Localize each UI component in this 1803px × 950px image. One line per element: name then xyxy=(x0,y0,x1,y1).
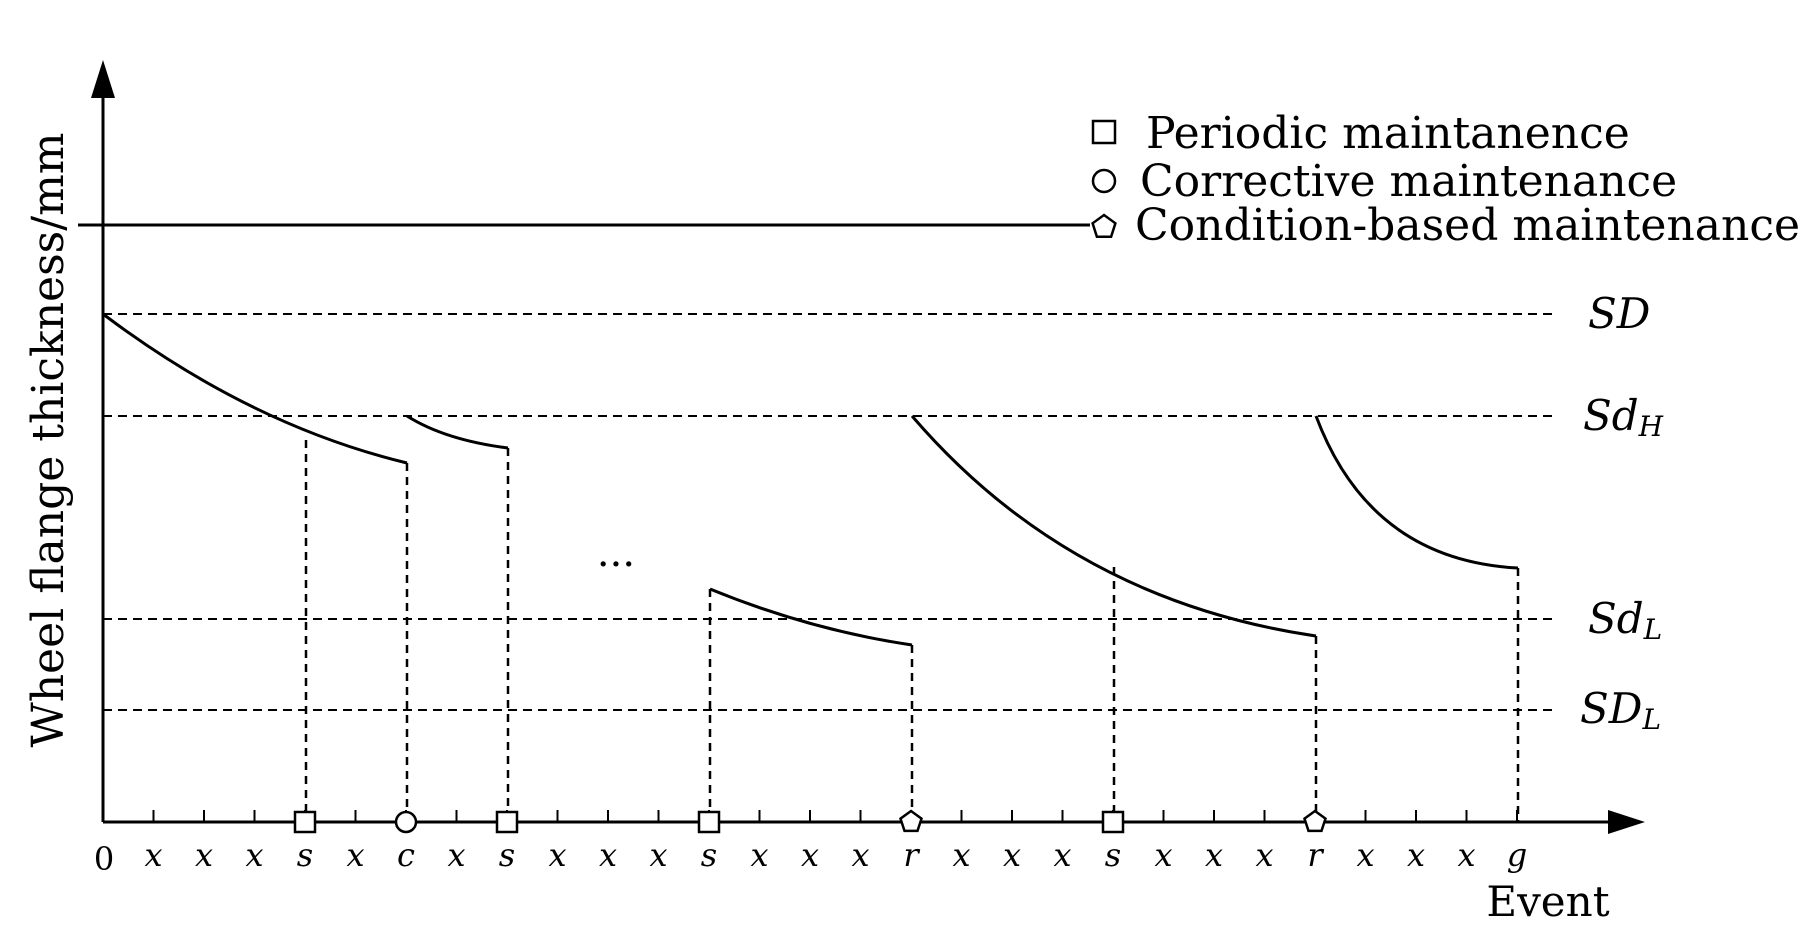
degradation-curve-4 xyxy=(910,415,1317,638)
ellipsis: ··· xyxy=(597,542,635,588)
event-label: x xyxy=(599,836,617,874)
corrective-maintenance-marker xyxy=(394,810,418,834)
event-label: x xyxy=(1053,836,1071,874)
legend-circle-marker xyxy=(1091,168,1117,194)
event-label: x xyxy=(144,836,162,874)
event-label: x xyxy=(195,836,213,874)
event-label: x xyxy=(1255,836,1273,874)
event-label: s xyxy=(297,836,313,874)
legend-pentagon-marker xyxy=(1091,213,1117,238)
periodic-maintenance-marker xyxy=(697,810,721,834)
x-axis-label: Event xyxy=(1486,877,1609,926)
event-label: x xyxy=(1003,836,1021,874)
legend-condition-label: Condition-based maintenance xyxy=(1135,200,1800,251)
y-axis-arrow xyxy=(91,60,115,98)
legend-square-marker xyxy=(1091,119,1117,145)
event-label: s xyxy=(1105,836,1121,874)
x-axis-arrow xyxy=(1608,810,1645,834)
degradation-curve-1 xyxy=(102,312,408,465)
event-label: x xyxy=(1356,836,1374,874)
event-label: s xyxy=(701,836,717,874)
event-label: x xyxy=(649,836,667,874)
event-label: x xyxy=(447,836,465,874)
event-label: s xyxy=(499,836,515,874)
event-label: x xyxy=(952,836,970,874)
condition-based-maintenance-marker xyxy=(1303,809,1327,833)
periodic-maintenance-marker xyxy=(293,810,317,834)
maintenance-markers xyxy=(293,809,1327,834)
event-label: x xyxy=(346,836,364,874)
legend-corrective-label: Corrective maintenance xyxy=(1140,156,1677,207)
legend: Periodic maintanence Corrective maintena… xyxy=(1091,108,1800,251)
event-label: x xyxy=(750,836,768,874)
event-label: x xyxy=(548,836,566,874)
origin-label: 0 xyxy=(94,840,114,878)
event-label: r xyxy=(1307,836,1324,874)
threshold-sdh-label: SdH xyxy=(1583,391,1664,443)
event-label: g xyxy=(1507,836,1527,874)
event-label: c xyxy=(397,836,415,874)
y-axis-label: Wheel flange thickness/mm xyxy=(23,132,74,747)
threshold-sd-label: SD xyxy=(1588,289,1650,338)
periodic-maintenance-marker xyxy=(1101,810,1125,834)
event-label: x xyxy=(1407,836,1425,874)
event-label: x xyxy=(245,836,263,874)
event-label: x xyxy=(851,836,869,874)
event-label: x xyxy=(1154,836,1172,874)
threshold-sdl-label: SdL xyxy=(1588,594,1662,646)
periodic-maintenance-marker xyxy=(495,810,519,834)
degradation-curve-5 xyxy=(1314,415,1519,570)
degradation-curve-3 xyxy=(709,587,913,647)
condition-based-maintenance-marker xyxy=(899,809,923,833)
event-label: x xyxy=(1205,836,1223,874)
legend-periodic-label: Periodic maintanence xyxy=(1146,108,1630,159)
event-label: r xyxy=(903,836,920,874)
event-label: x xyxy=(801,836,819,874)
event-label: x xyxy=(1457,836,1475,874)
threshold-sdl-lower-label: SDL xyxy=(1580,684,1661,736)
degradation-curve-2 xyxy=(406,414,509,450)
